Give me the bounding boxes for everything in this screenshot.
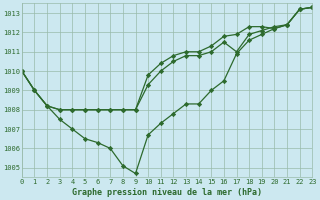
X-axis label: Graphe pression niveau de la mer (hPa): Graphe pression niveau de la mer (hPa)	[72, 188, 262, 197]
